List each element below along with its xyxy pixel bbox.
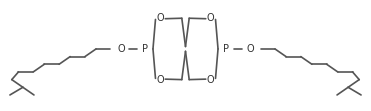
Text: O: O [246, 44, 254, 54]
Text: O: O [157, 75, 164, 85]
Text: O: O [207, 13, 214, 23]
Text: O: O [157, 13, 164, 23]
Text: O: O [117, 44, 125, 54]
Text: P: P [142, 44, 148, 54]
Text: P: P [223, 44, 229, 54]
Text: O: O [207, 75, 214, 85]
